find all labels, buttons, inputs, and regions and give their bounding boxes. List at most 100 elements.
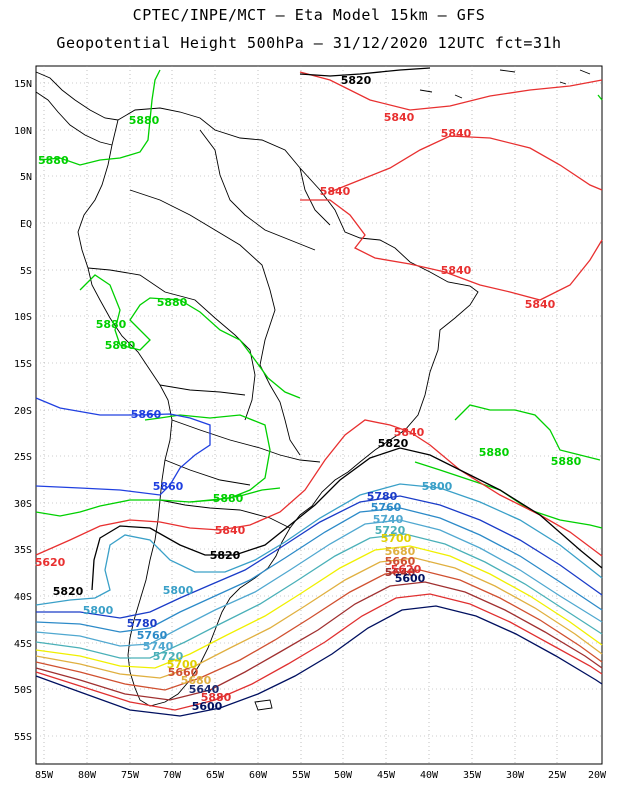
contour-label: 5660 bbox=[385, 555, 416, 568]
contour-label: 5880 bbox=[129, 114, 160, 127]
contour-5640 bbox=[35, 581, 603, 701]
contour-5880 bbox=[35, 487, 281, 517]
contour-label: 5800 bbox=[83, 604, 114, 617]
contour-5760 bbox=[35, 507, 603, 633]
contour-label: 5800 bbox=[163, 584, 194, 597]
contour-5820 bbox=[299, 67, 431, 77]
contour-5880 bbox=[454, 404, 601, 461]
contour-5840 bbox=[35, 419, 411, 556]
contour-label: 5640 bbox=[189, 683, 220, 696]
title-line-1: CPTEC/INPE/MCT — Eta Model 15km — GFS bbox=[132, 6, 486, 24]
contour-5740 bbox=[35, 519, 603, 647]
lon-label: 55W bbox=[292, 770, 311, 781]
contour-label: 5880 bbox=[213, 492, 244, 505]
contour-label: 5820 bbox=[210, 549, 241, 562]
contour-label: 5720 bbox=[153, 650, 184, 663]
contour-5820 bbox=[91, 447, 603, 591]
south-america-coastline bbox=[77, 107, 479, 707]
contour-label: 5880 bbox=[96, 318, 127, 331]
contour-label: 5620 bbox=[391, 563, 422, 576]
lat-label: 5N bbox=[20, 172, 32, 183]
lon-label: 40W bbox=[420, 770, 439, 781]
title-line-2: Geopotential Height 500hPa — 31/12/2020 … bbox=[56, 34, 562, 52]
contour-5840 bbox=[409, 431, 603, 557]
contour-label: 5660 bbox=[168, 666, 199, 679]
lat-label: 25S bbox=[14, 452, 32, 463]
lon-label: 85W bbox=[35, 770, 54, 781]
contour-5620 bbox=[35, 593, 603, 711]
contour-label: 5640 bbox=[385, 566, 416, 579]
contour-label: 5880 bbox=[38, 154, 69, 167]
lon-label: 60W bbox=[249, 770, 268, 781]
lat-label: 10N bbox=[14, 126, 32, 137]
lat-label: 50S bbox=[14, 685, 32, 696]
contours bbox=[35, 67, 603, 717]
contour-label: 5880 bbox=[105, 339, 136, 352]
lat-label: EQ bbox=[20, 219, 32, 230]
lat-label: 5S bbox=[20, 266, 32, 277]
contour-5880 bbox=[79, 274, 301, 399]
contour-5840 bbox=[300, 199, 603, 301]
contour-label: 5840 bbox=[441, 264, 472, 277]
contour-labels: 5880 5880 5880 5880 5880 5880 5880 5880 … bbox=[35, 74, 582, 713]
lon-label: 75W bbox=[121, 770, 140, 781]
caribbean-islands bbox=[419, 69, 591, 99]
lat-label: 35S bbox=[14, 545, 32, 556]
contour-label: 5720 bbox=[375, 524, 406, 537]
contour-label: 5600 bbox=[192, 700, 223, 713]
contour-label: 5680 bbox=[385, 545, 416, 558]
contour-label: 5740 bbox=[373, 513, 404, 526]
contour-label: 5880 bbox=[201, 691, 232, 704]
lat-label: 30S bbox=[14, 499, 32, 510]
contour-label: 5760 bbox=[137, 629, 168, 642]
lat-label: 20S bbox=[14, 406, 32, 417]
contour-label: 5860 bbox=[153, 480, 184, 493]
lat-label: 15N bbox=[14, 79, 32, 90]
contour-5800 bbox=[35, 483, 603, 606]
contour-label: 5840 bbox=[394, 426, 425, 439]
contour-label: 5840 bbox=[384, 111, 415, 124]
lon-label: 35W bbox=[463, 770, 482, 781]
lat-label: 55S bbox=[14, 732, 32, 743]
contour-label: 5600 bbox=[395, 572, 426, 585]
lon-label: 45W bbox=[377, 770, 396, 781]
contour-5860 bbox=[35, 397, 211, 496]
lon-label: 70W bbox=[163, 770, 182, 781]
contour-5880 bbox=[597, 94, 603, 101]
contour-label: 5860 bbox=[131, 408, 162, 421]
central-america-coastline bbox=[35, 71, 119, 146]
contour-5880 bbox=[39, 69, 161, 166]
contour-label: 5820 bbox=[53, 585, 84, 598]
contour-label: 5880 bbox=[157, 296, 188, 309]
contour-label: 5820 bbox=[341, 74, 372, 87]
contour-label: 5880 bbox=[479, 446, 510, 459]
contour-label: 5800 bbox=[422, 480, 453, 493]
contour-5680 bbox=[35, 557, 603, 679]
contour-5700 bbox=[35, 545, 603, 669]
contour-label: 5680 bbox=[181, 674, 212, 687]
contour-label: 5840 bbox=[441, 127, 472, 140]
lon-label: 80W bbox=[78, 770, 97, 781]
lat-label: 15S bbox=[14, 359, 32, 370]
contour-label: 5840 bbox=[525, 298, 556, 311]
longitude-labels: 85W 80W 75W 70W 65W 60W 55W 50W 45W 40W … bbox=[35, 770, 607, 781]
contour-label: 5880 bbox=[551, 455, 582, 468]
lon-label: 25W bbox=[548, 770, 567, 781]
falkland-islands bbox=[254, 699, 273, 711]
contour-label: 5840 bbox=[215, 524, 246, 537]
contour-5780 bbox=[36, 495, 603, 619]
contour-5660 bbox=[35, 569, 603, 691]
contour-5600 bbox=[35, 605, 603, 717]
lon-label: 20W bbox=[588, 770, 607, 781]
contour-label: 5840 bbox=[320, 185, 351, 198]
lon-label: 65W bbox=[206, 770, 225, 781]
contour-label: 5820 bbox=[378, 437, 409, 450]
lon-label: 30W bbox=[506, 770, 525, 781]
lat-label: 45S bbox=[14, 639, 32, 650]
lat-label: 10S bbox=[14, 312, 32, 323]
contour-label: 5700 bbox=[167, 658, 198, 671]
contour-5840 bbox=[299, 71, 603, 111]
latitude-labels: 15N 10N 5N EQ 5S 10S 15S 20S 25S 30S 35S… bbox=[14, 79, 32, 743]
contour-label: 5740 bbox=[143, 640, 174, 653]
